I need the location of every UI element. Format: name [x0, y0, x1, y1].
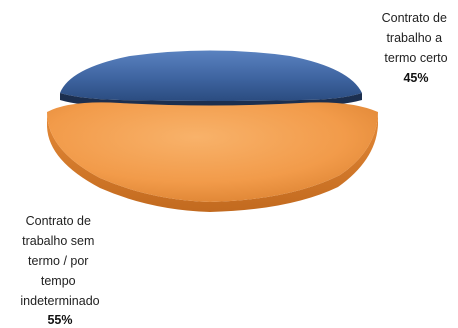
label-line: termo / por	[28, 254, 88, 268]
slice-value-termo-certo: 45%	[403, 71, 428, 85]
slice-termo-certo	[60, 50, 362, 108]
label-line: termo certo	[384, 51, 447, 65]
label-line: trabalho sem	[22, 234, 94, 248]
slice-tempo-indeterminado	[47, 102, 378, 212]
label-line: trabalho a	[386, 31, 442, 45]
label-line: indeterminado	[20, 294, 99, 308]
slice-value-tempo-indeterminado: 55%	[47, 313, 72, 327]
slice-termo-certo-top	[60, 50, 362, 101]
label-line: Contrato de	[26, 214, 91, 228]
slice-tempo-indeterminado-top	[47, 102, 378, 202]
slice-label-tempo-indeterminado: Contrato de trabalho sem termo / por tem…	[20, 214, 99, 308]
label-line: tempo	[41, 274, 76, 288]
label-line: Contrato de	[382, 11, 447, 25]
slice-label-termo-certo: Contrato de trabalho a termo certo	[382, 11, 451, 65]
